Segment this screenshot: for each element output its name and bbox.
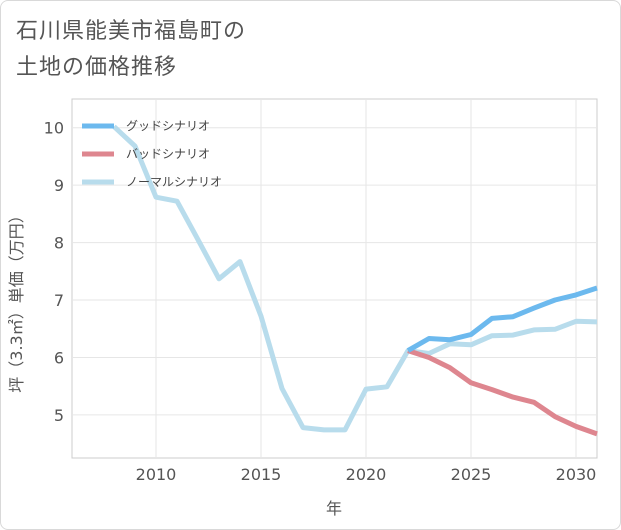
series-line-1 [406,285,598,353]
title-line-1: 石川県能美市福島町の [16,19,247,44]
y-tick-label: 10 [44,119,64,138]
series-line-2 [407,348,598,437]
y-tick-label: 7 [54,291,64,310]
title-line-2: 土地の価格推移 [16,55,178,80]
y-tick-label: 9 [54,176,64,195]
y-axis-title: 坪（3.3㎡）単価（万円） [7,207,26,392]
x-tick-label: 2030 [556,465,597,484]
x-tick-label: 2015 [241,465,282,484]
y-tick-label: 8 [54,234,64,253]
series-lines [112,124,598,437]
x-tick-label: 2020 [346,465,387,484]
series-line-3 [112,124,598,433]
legend-label: バッドシナリオ [126,147,210,161]
y-tick-label: 6 [54,348,64,367]
y-tick-label: 5 [54,406,64,425]
x-tick-label: 2010 [136,465,177,484]
x-tick-label: 2025 [451,465,492,484]
legend-label: ノーマルシナリオ [126,175,222,189]
legend-label: グッドシナリオ [126,119,210,133]
chart-title: 石川県能美市福島町の 土地の価格推移 [16,14,246,86]
x-axis-title: 年 [326,499,342,518]
grid [72,99,597,458]
ticks: 2010 2015 2020 2025 2030 5 6 7 8 9 10 [44,119,597,484]
